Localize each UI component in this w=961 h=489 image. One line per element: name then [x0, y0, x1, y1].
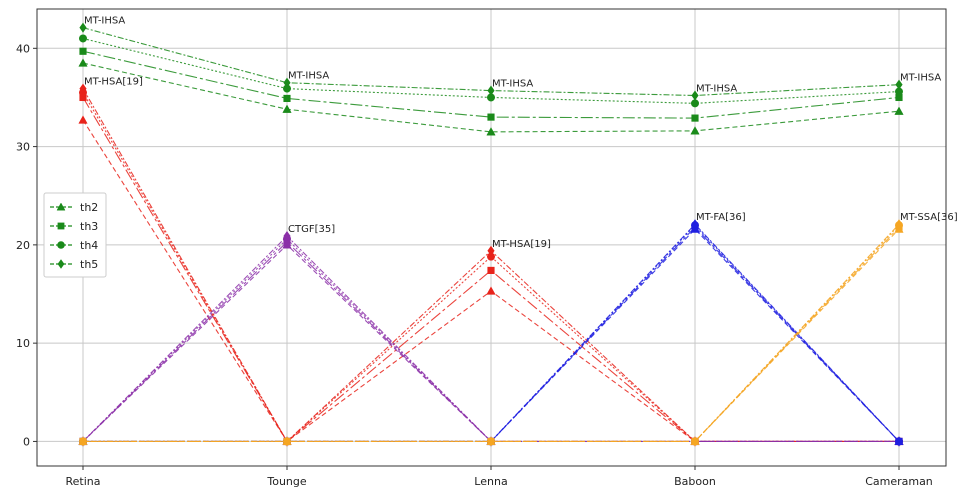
data-point [895, 87, 903, 96]
series [79, 219, 903, 447]
annotation-label: MT-IHSA [696, 83, 737, 94]
series-line [82, 62, 900, 133]
data-point [79, 47, 87, 55]
series-line [82, 92, 899, 443]
data-point [895, 436, 903, 447]
data-point [79, 93, 87, 102]
x-tick-label: Baboon [674, 475, 716, 488]
legend-label: th4 [80, 239, 98, 252]
data-point [691, 436, 699, 447]
series [79, 47, 903, 122]
annotation-label: MT-SSA[36] [900, 212, 958, 223]
x-tick-label: Tounge [266, 475, 307, 488]
data-point [486, 127, 496, 136]
legend-marker [57, 222, 65, 230]
data-point [487, 266, 495, 274]
annotation-label: MT-FA[36] [696, 212, 746, 223]
data-point [895, 79, 903, 90]
series [79, 22, 903, 101]
annotation-label: MT-HSA[19] [492, 239, 551, 250]
series [79, 34, 903, 108]
series-layer [78, 22, 904, 447]
legend-box [43, 192, 107, 278]
x-tick-label: Lenna [474, 475, 507, 488]
data-point [487, 85, 495, 96]
data-point [79, 436, 87, 447]
data-point [487, 245, 495, 256]
data-point [690, 126, 700, 135]
legend-marker [56, 202, 66, 211]
series [78, 58, 904, 136]
data-point [691, 99, 699, 108]
data-point [487, 93, 495, 102]
legend-label: th2 [80, 201, 98, 214]
data-point [486, 286, 496, 295]
data-point [895, 219, 903, 230]
data-point [283, 77, 291, 88]
data-point [691, 219, 699, 230]
annotation-label: MT-IHSA [84, 16, 125, 27]
legend: th2 th3 th4 th5 [43, 192, 107, 278]
data-point [283, 230, 291, 242]
data-point [282, 104, 292, 113]
legend-marker [57, 241, 65, 249]
series-line [82, 27, 900, 97]
data-point [487, 436, 495, 447]
data-point [78, 115, 88, 124]
legend-label: th3 [80, 220, 98, 233]
data-point [487, 113, 495, 121]
legend-label: th5 [80, 258, 98, 271]
annotation-label: MT-IHSA [288, 71, 329, 82]
data-point [283, 84, 291, 93]
data-point [895, 93, 903, 102]
data-point [79, 22, 87, 33]
y-tick-label: 0 [23, 435, 30, 448]
grid-layer [37, 9, 946, 466]
data-point [487, 252, 495, 261]
series-line [82, 37, 900, 104]
data-point [78, 58, 88, 67]
legend-marker [57, 259, 65, 269]
x-tick-label: Cameraman [865, 475, 933, 488]
data-point [894, 106, 904, 115]
y-tick-label: 10 [16, 337, 30, 350]
annotation-label: MT-IHSA [900, 73, 941, 84]
x-tick-label: Retina [66, 475, 101, 488]
y-tick-label: 30 [16, 141, 30, 154]
data-point [691, 90, 699, 101]
y-tick-label: 40 [16, 42, 30, 55]
annotation-label: MT-HSA[19] [84, 77, 143, 88]
annotation-label: CTGF[35] [288, 224, 335, 235]
annotation-label: MT-IHSA [492, 79, 533, 90]
axes-layer: 0 10 20 30 40 Retina Tounge Lenna Baboon Camerama… [16, 8, 947, 488]
y-tick-label: 20 [16, 239, 30, 252]
data-point [691, 114, 699, 122]
annotation-layer: MT-IHSA MT-HSA[19] MT-IHSA CTGF[35] MT-IHSA M… [84, 16, 958, 250]
data-point [283, 94, 291, 103]
series-line [82, 244, 899, 442]
data-point [79, 83, 87, 94]
data-point [79, 34, 87, 43]
data-point [283, 436, 291, 447]
